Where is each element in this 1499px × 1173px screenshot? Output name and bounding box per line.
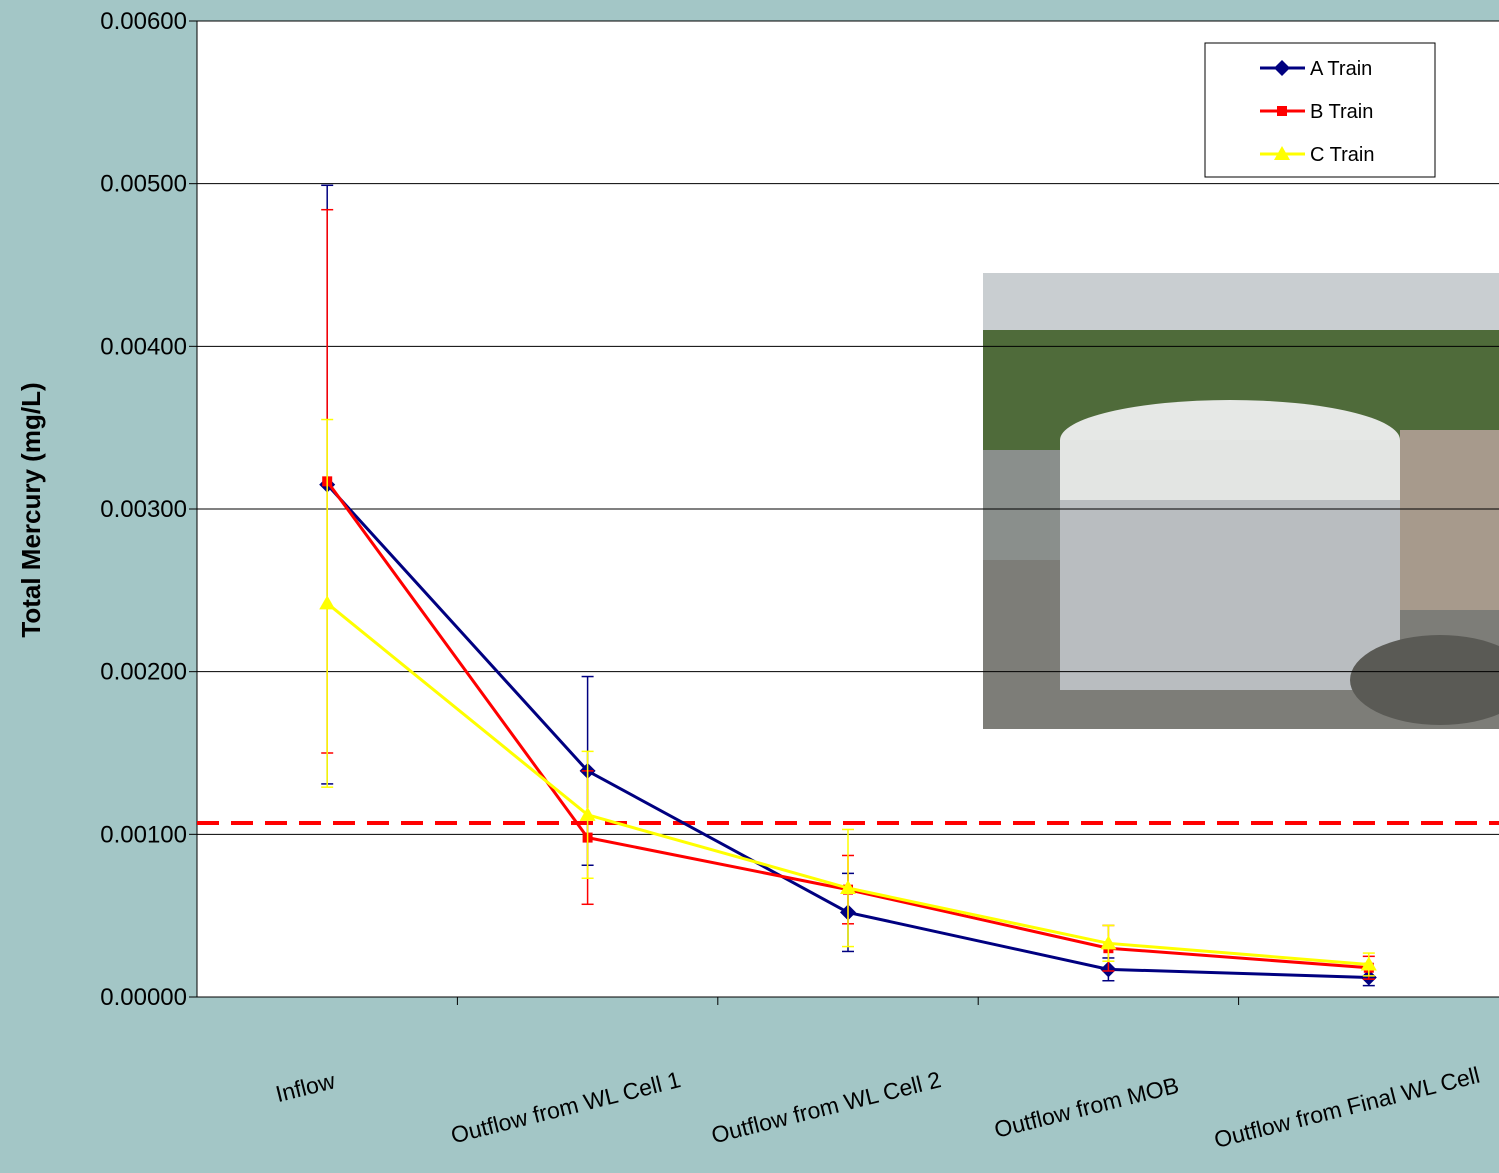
legend-label: B Train (1310, 101, 1373, 123)
x-tick-label: Outflow from Final WL Cell (1211, 1062, 1482, 1153)
legend-label: A Train (1310, 58, 1372, 80)
y-tick-label: 0.00300 (100, 496, 187, 523)
marker (1277, 106, 1287, 116)
x-tick-label: Outflow from WL Cell 2 (709, 1066, 944, 1148)
y-tick-label: 0.00600 (100, 8, 187, 35)
x-tick-label: Outflow from MOB (992, 1072, 1182, 1143)
x-tick-label: Inflow (273, 1067, 338, 1107)
y-tick-label: 0.00200 (100, 659, 187, 686)
y-tick-label: 0.00500 (100, 171, 187, 198)
y-tick-label: 0.00000 (100, 984, 187, 1011)
y-tick-label: 0.00100 (100, 821, 187, 848)
y-axis-title: Total Mercury (mg/L) (16, 382, 46, 637)
y-tick-label: 0.00400 (100, 333, 187, 360)
legend: A Train B Train C Train (1205, 43, 1435, 177)
photo (983, 273, 1499, 729)
chart: Total Mercury (mg/L) A Train B Train C Tra… (0, 0, 1499, 1168)
x-tick-label: Outflow from WL Cell 1 (448, 1066, 683, 1148)
legend-label: C Train (1310, 144, 1374, 166)
